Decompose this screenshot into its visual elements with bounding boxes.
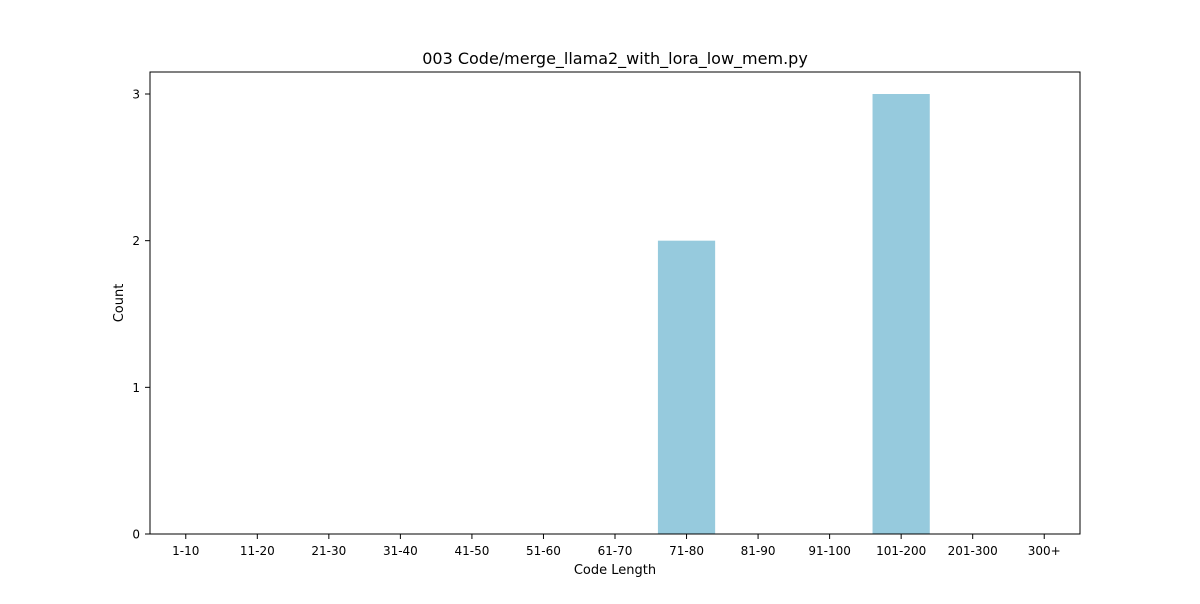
x-axis: 1-10 11-20 21-30 31-40 41-50 51-60 61-70 71-80 8… <box>172 534 1061 558</box>
x-tick-label: 81-90 <box>741 544 776 558</box>
x-tick-label: 300+ <box>1028 544 1061 558</box>
x-tick-label: 51-60 <box>526 544 561 558</box>
bar-101-200 <box>872 94 930 534</box>
bars-layer <box>657 94 930 535</box>
y-axis-label: Count <box>112 284 127 323</box>
y-tick-label: 1 <box>132 381 140 395</box>
x-tick-label: 101-200 <box>876 544 926 558</box>
y-tick-label: 2 <box>132 234 140 248</box>
x-tick-label: 61-70 <box>598 544 633 558</box>
x-axis-label: Code Length <box>574 563 656 578</box>
bar-71-80 <box>657 240 716 535</box>
x-tick-label: 1-10 <box>172 544 199 558</box>
x-tick-label: 91-100 <box>808 544 851 558</box>
y-tick-label: 0 <box>132 528 140 542</box>
chart-title: 003 Code/merge_llama2_with_lora_low_mem.… <box>422 49 808 69</box>
x-tick-label: 41-50 <box>454 544 489 558</box>
plot-frame <box>149 71 1081 535</box>
y-tick-label: 3 <box>132 88 140 102</box>
y-axis: 0 1 2 3 <box>132 88 150 542</box>
x-tick-label: 71-80 <box>669 544 704 558</box>
x-tick-label: 31-40 <box>383 544 418 558</box>
x-tick-label: 201-300 <box>948 544 998 558</box>
x-tick-label: 11-20 <box>240 544 275 558</box>
x-tick-label: 21-30 <box>311 544 346 558</box>
